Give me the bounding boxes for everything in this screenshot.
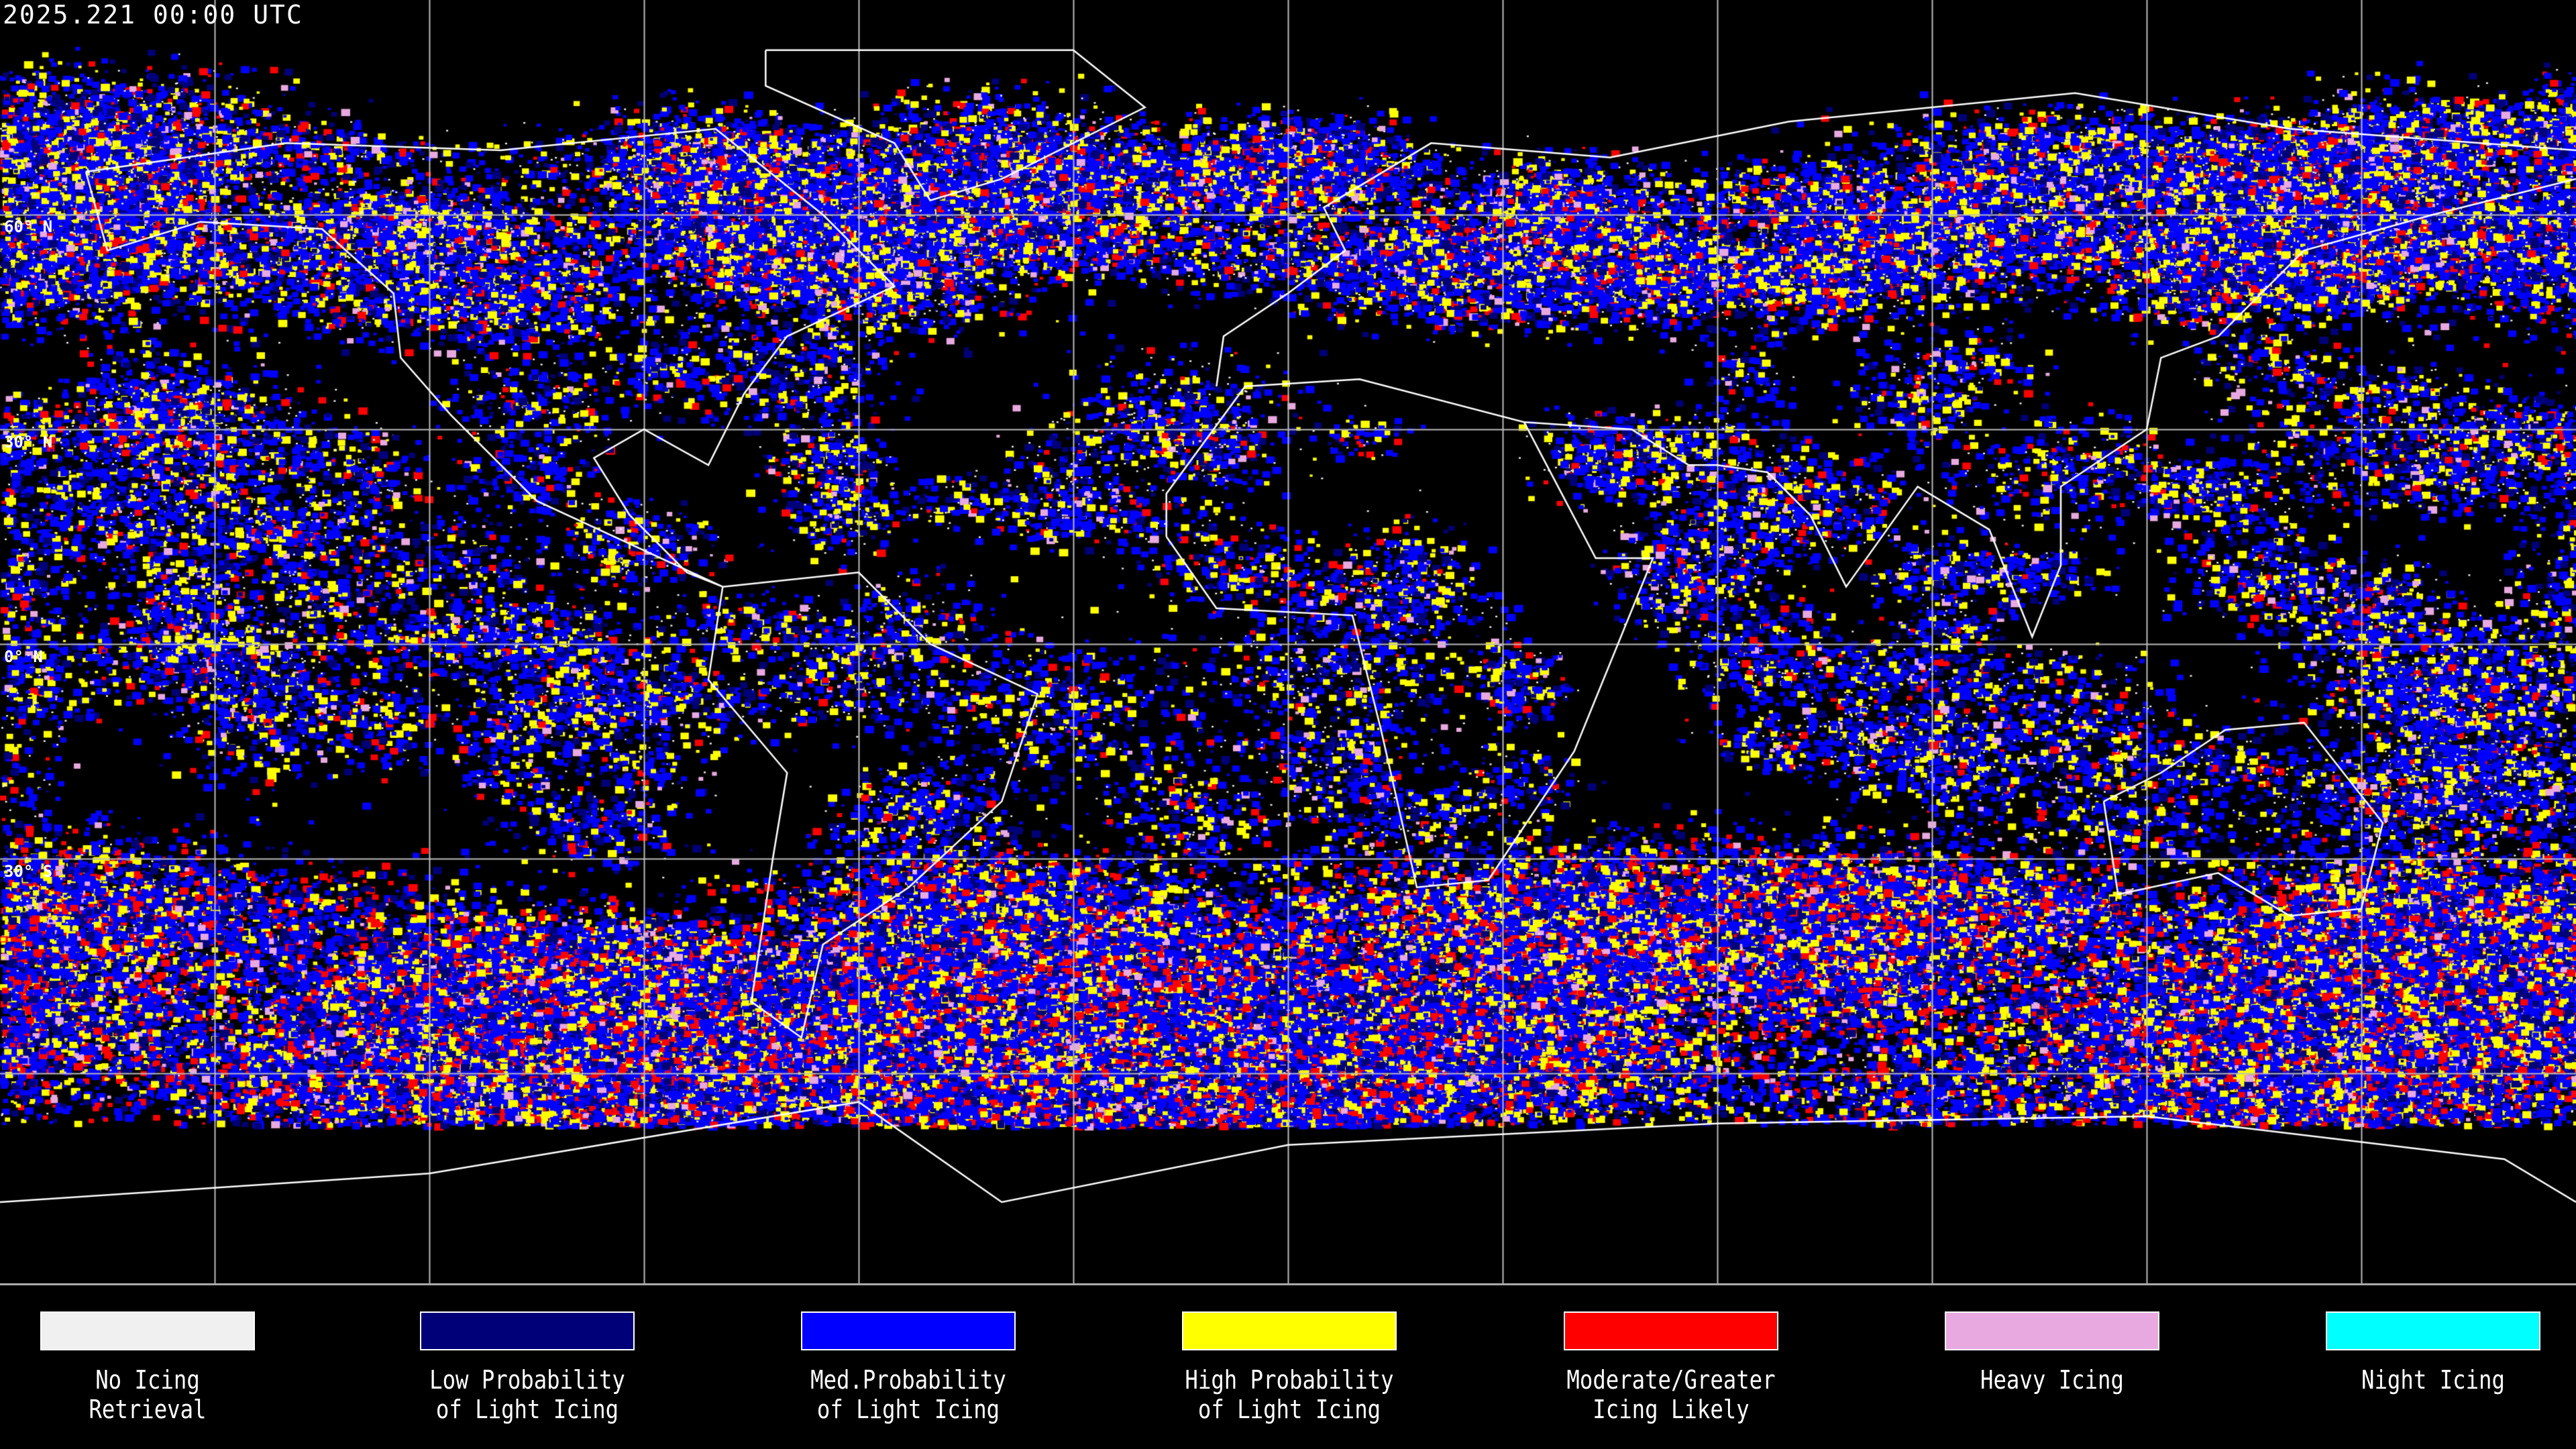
legend-label: Low Probability of Light Icing	[429, 1365, 625, 1424]
legend-label: Med.Probability of Light Icing	[810, 1365, 1006, 1424]
legend-swatch	[1945, 1311, 2159, 1350]
legend: No Icing Retrieval Low Probability of Li…	[0, 1311, 2576, 1446]
legend-item-med-probability: Med.Probability of Light Icing	[767, 1311, 1049, 1424]
legend-swatch	[40, 1311, 255, 1350]
legend-label: No Icing Retrieval	[89, 1365, 207, 1424]
legend-item-high-probability: High Probability of Light Icing	[1148, 1311, 1430, 1424]
legend-item-low-probability: Low Probability of Light Icing	[386, 1311, 668, 1424]
lat-label-0n: 0° N	[4, 647, 43, 666]
icing-imagery	[0, 0, 2576, 1283]
legend-item-moderate-greater: Moderate/Greater Icing Likely	[1530, 1311, 1812, 1424]
legend-item-no-icing: No Icing Retrieval	[7, 1311, 288, 1424]
legend-swatch	[420, 1311, 635, 1350]
legend-item-night-icing: Night Icing	[2292, 1311, 2574, 1395]
legend-swatch	[2326, 1311, 2540, 1350]
legend-swatch	[1564, 1311, 1778, 1350]
legend-swatch	[801, 1311, 1016, 1350]
legend-label: Heavy Icing	[1980, 1365, 2124, 1395]
lat-label-60n: 60° N	[4, 217, 53, 236]
legend-label: Night Icing	[2361, 1365, 2505, 1395]
legend-item-heavy-icing: Heavy Icing	[1911, 1311, 2193, 1395]
lat-label-30n: 30° N	[4, 433, 53, 451]
legend-label: High Probability of Light Icing	[1185, 1365, 1394, 1424]
legend-swatch	[1182, 1311, 1397, 1350]
lat-label-30s: 30° S	[4, 862, 53, 881]
timestamp-title-overlay: 2025.221 00:00 UTC	[3, 0, 303, 30]
icing-map: 60° N 30° N 0° N 30° S	[0, 0, 2576, 1285]
legend-label: Moderate/Greater Icing Likely	[1566, 1365, 1776, 1424]
